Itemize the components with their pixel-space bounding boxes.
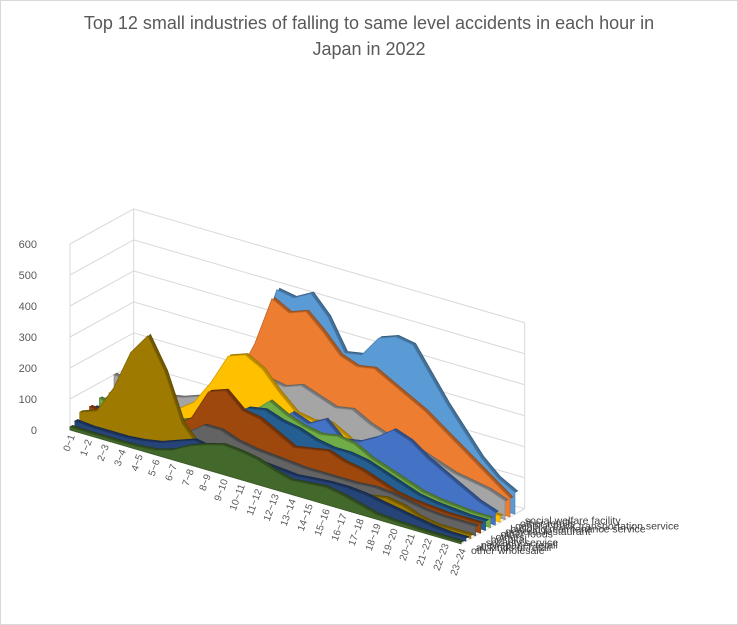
series-label: other retails — [520, 518, 575, 530]
x-tick-label: 22~23 — [432, 542, 452, 573]
x-tick-label: 0~1 — [62, 433, 78, 453]
series-area — [69, 426, 462, 545]
x-tick-label: 7~8 — [181, 468, 197, 488]
x-tick-label: 14~15 — [296, 502, 316, 533]
x-tick-label: 13~14 — [279, 497, 299, 528]
x-tick-label: 9~10 — [213, 477, 231, 502]
x-tick-label: 16~17 — [330, 512, 350, 543]
series-label: others — [496, 531, 525, 543]
y-tick-label: 400 — [19, 301, 37, 313]
x-tick-label: 5~6 — [147, 458, 163, 478]
x-tick-label: 3~4 — [113, 448, 129, 468]
x-tick-label: 11~12 — [245, 487, 265, 517]
y-tick-label: 300 — [19, 332, 37, 344]
y-tick-label: 200 — [19, 363, 37, 375]
x-tick-label: 15~16 — [313, 507, 333, 538]
series-label: other foods — [500, 529, 553, 541]
series-label: newspaper retail — [481, 539, 558, 551]
y-tick-label: 0 — [31, 425, 37, 437]
x-tick-label: 6~7 — [164, 463, 180, 483]
x-tick-label: 12~13 — [262, 492, 282, 523]
series-label: general truck transportation service — [515, 521, 679, 533]
series-label: building maintenance service — [510, 523, 646, 535]
series-label: general restaurant — [505, 526, 590, 538]
series-label: hospital — [491, 534, 527, 546]
series-label: other wholesale — [471, 545, 545, 557]
x-tick-label: 23~24 — [449, 547, 469, 578]
x-tick-label: 20~21 — [398, 532, 418, 563]
series-label: social welfare facility — [525, 515, 621, 527]
x-tick-label: 2~3 — [96, 443, 112, 463]
x-tick-label: 18~19 — [364, 522, 384, 553]
series-label: all kinds of retail — [476, 542, 551, 554]
series-layer — [69, 287, 519, 545]
x-tick-label: 19~20 — [381, 527, 401, 558]
y-tick-label: 500 — [19, 270, 37, 282]
x-tick-label: 4~5 — [130, 453, 146, 473]
y-axis: 0 100 200 300 400 500 600 — [19, 239, 37, 437]
y-tick-label: 100 — [19, 394, 37, 406]
x-tick-label: 10~11 — [228, 482, 248, 512]
x-tick-label: 1~2 — [79, 438, 95, 458]
x-tick-label: 8~9 — [198, 472, 214, 492]
series-label: security service — [486, 537, 559, 549]
x-tick-label: 21~22 — [415, 537, 435, 568]
series-other-wholesale — [69, 424, 465, 545]
y-tick-label: 600 — [19, 239, 37, 251]
x-tick-label: 17~18 — [347, 517, 367, 548]
chart-title: Top 12 small industries of falling to sa… — [83, 13, 655, 59]
